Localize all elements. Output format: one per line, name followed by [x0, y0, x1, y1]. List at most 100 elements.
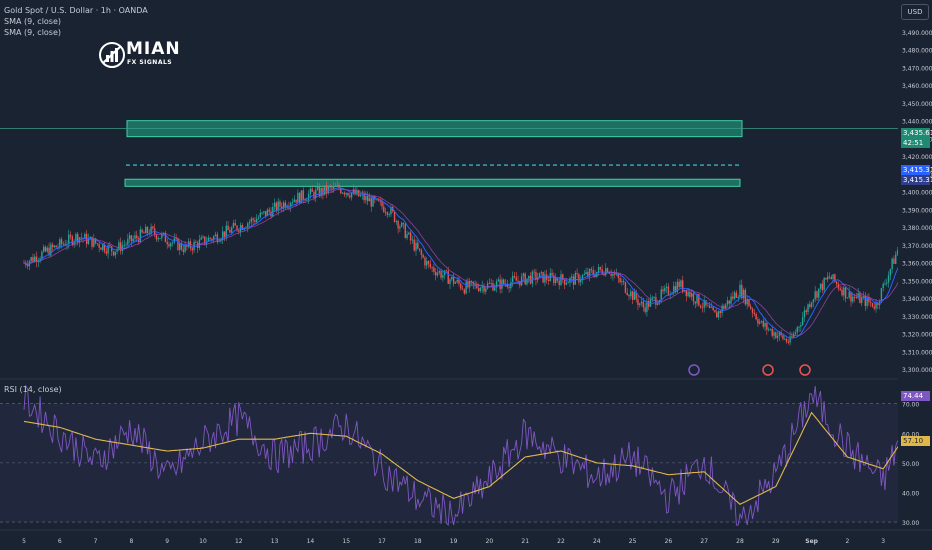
candle-body — [420, 250, 423, 255]
candle-body — [547, 279, 550, 282]
candle-body — [685, 290, 687, 297]
candle-body — [893, 258, 895, 264]
candle-body — [77, 233, 79, 243]
price-tick-label: 3,300.000 — [902, 367, 932, 374]
time-tick-label: 5 — [22, 538, 26, 545]
candle-body — [134, 235, 136, 239]
candle-body — [42, 246, 45, 252]
current-price-badge: 3,435.610 — [901, 128, 932, 138]
candle-body — [345, 192, 347, 195]
candle-body — [107, 245, 109, 254]
candle-body — [531, 271, 534, 284]
sma-legend-1[interactable]: SMA (9, close) — [4, 17, 62, 26]
time-tick-label: 27 — [700, 538, 708, 545]
candle-body — [769, 328, 772, 330]
candle-body — [195, 241, 197, 243]
candle-body — [259, 212, 261, 218]
sma-line-blue — [23, 186, 932, 339]
candle-body — [800, 325, 802, 327]
candle-body — [742, 289, 745, 299]
candle-body — [399, 226, 401, 229]
rsi-tick-label: 70.00 — [902, 402, 919, 409]
candle-body — [558, 280, 560, 286]
candle-body — [213, 236, 215, 241]
candle-body — [861, 297, 863, 304]
candle-body — [397, 221, 399, 229]
candle-body — [358, 190, 360, 197]
candle-body — [520, 276, 523, 286]
candle-body — [805, 310, 807, 313]
time-tick-label: 20 — [486, 538, 494, 545]
candle-body — [696, 294, 698, 304]
candle-body — [232, 223, 235, 228]
candle-body — [109, 245, 111, 247]
candle-body — [426, 261, 428, 266]
candle-body — [44, 246, 47, 252]
candle-body — [93, 238, 95, 247]
candle-body — [864, 295, 866, 306]
candle-body — [522, 273, 525, 277]
candle-body — [146, 226, 149, 234]
candle-body — [461, 288, 464, 290]
candle-body — [354, 189, 356, 195]
candle-body — [873, 306, 875, 309]
candle-body — [698, 294, 700, 306]
candle-body — [227, 225, 229, 231]
candle-body — [370, 198, 372, 207]
candle-body — [424, 257, 426, 266]
candle-body — [119, 242, 122, 252]
candle-body — [164, 232, 167, 243]
price-tick-label: 3,480.000 — [902, 48, 932, 55]
candle-body — [266, 209, 269, 217]
candle-body — [80, 237, 82, 239]
currency-button[interactable]: USD — [901, 4, 929, 20]
candle-body — [447, 270, 449, 284]
candle-body — [716, 312, 718, 318]
candle-body — [418, 248, 421, 251]
candle-body — [823, 277, 825, 291]
candle-body — [202, 236, 204, 238]
candle-body — [689, 291, 691, 297]
candle-body — [186, 244, 188, 247]
candle-body — [721, 305, 723, 314]
candle-body — [517, 280, 519, 282]
candle-body — [744, 289, 747, 305]
candle-body — [105, 251, 108, 254]
candle-body — [171, 242, 174, 244]
candle-body — [576, 273, 578, 275]
candle-body — [26, 264, 29, 267]
candle-body — [170, 243, 172, 247]
candle-body — [102, 244, 104, 250]
candle-body — [880, 288, 883, 302]
candle-body — [628, 295, 630, 297]
candle-body — [882, 283, 884, 289]
candle-body — [653, 297, 655, 298]
candle-body — [848, 291, 850, 298]
candle-body — [84, 233, 86, 239]
sma-legend-2[interactable]: SMA (9, close) — [4, 28, 62, 37]
rsi-tick-label: 30.00 — [902, 520, 919, 527]
candle-body — [315, 189, 317, 199]
candle-body — [719, 311, 722, 314]
candle-body — [191, 248, 193, 251]
candle-body — [565, 283, 568, 285]
candle-body — [155, 234, 158, 240]
candle-body — [288, 206, 290, 208]
candle-body — [717, 311, 720, 318]
candle-body — [463, 289, 466, 294]
time-tick-label: 22 — [557, 538, 565, 545]
candle-body — [69, 234, 72, 237]
candle-body — [435, 271, 437, 276]
candle-body — [841, 289, 843, 296]
candle-body — [443, 270, 446, 276]
rsi-legend[interactable]: RSI (14, close) — [4, 385, 62, 394]
candle-body — [440, 271, 442, 278]
candle-body — [556, 278, 559, 281]
candle-body — [338, 184, 340, 189]
candle-body — [209, 237, 211, 239]
candle-body — [429, 263, 432, 268]
candle-body — [724, 304, 727, 309]
candle-body — [293, 199, 295, 202]
candle-body — [646, 300, 648, 312]
